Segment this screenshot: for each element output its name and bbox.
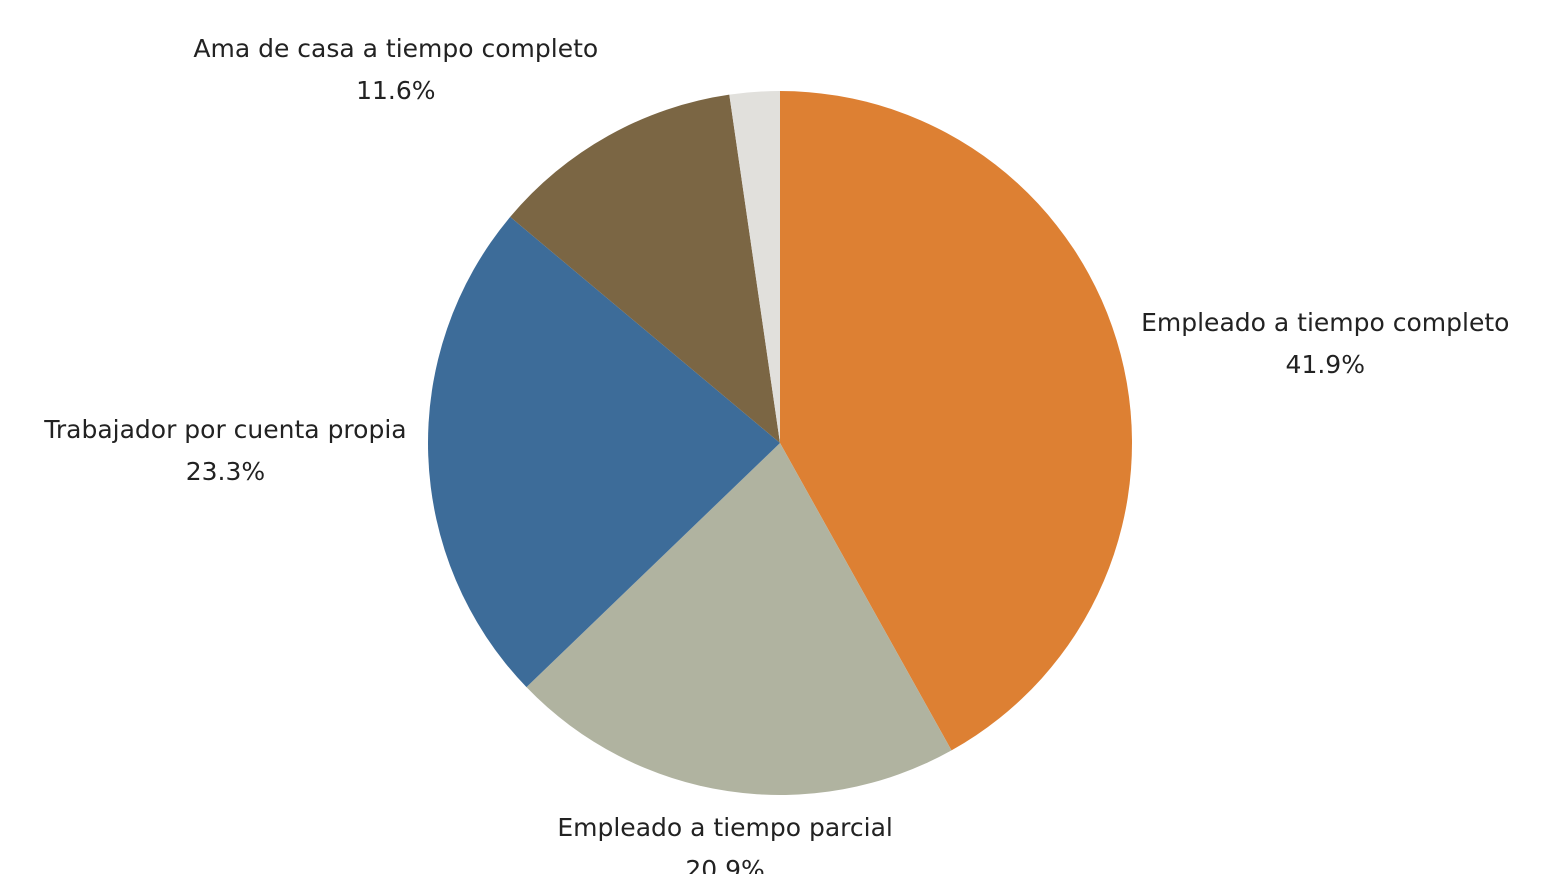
pie-slice	[780, 91, 1132, 751]
slice-value-label: 23.3%	[186, 457, 265, 486]
slice-value-label: 20.9%	[685, 855, 764, 874]
slice-value-label: 41.9%	[1286, 350, 1365, 379]
pie-slice	[428, 216, 780, 688]
pie-slice	[510, 94, 780, 444]
pie-slice	[526, 443, 952, 796]
pie-slice	[729, 91, 780, 443]
slice-label: Trabajador por cuenta propia	[43, 415, 406, 444]
slice-label: Empleado a tiempo parcial	[557, 813, 893, 842]
slice-label: Empleado a tiempo completo	[1141, 308, 1509, 337]
slice-label: Ama de casa a tiempo completo	[193, 34, 598, 63]
slice-value-label: 11.6%	[356, 76, 435, 105]
